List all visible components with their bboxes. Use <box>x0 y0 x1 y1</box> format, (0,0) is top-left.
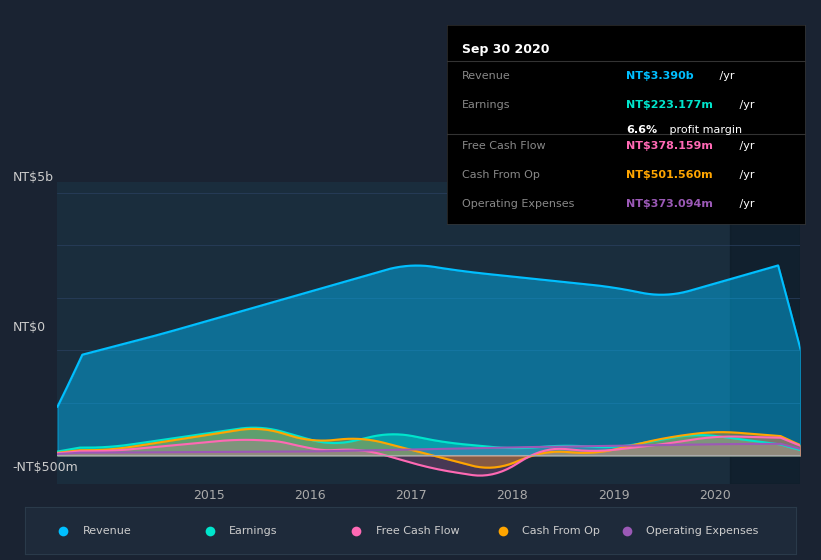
Text: Revenue: Revenue <box>83 526 131 535</box>
Text: NT$378.159m: NT$378.159m <box>626 142 713 152</box>
Text: NT$223.177m: NT$223.177m <box>626 100 713 110</box>
Text: Free Cash Flow: Free Cash Flow <box>461 142 545 152</box>
Text: NT$501.560m: NT$501.560m <box>626 170 713 180</box>
Text: Operating Expenses: Operating Expenses <box>646 526 759 535</box>
Text: /yr: /yr <box>736 142 754 152</box>
Text: Cash From Op: Cash From Op <box>522 526 600 535</box>
Text: profit margin: profit margin <box>666 125 742 134</box>
Text: /yr: /yr <box>716 71 735 81</box>
Text: -NT$500m: -NT$500m <box>12 461 78 474</box>
Bar <box>730 182 800 484</box>
Text: Earnings: Earnings <box>461 100 510 110</box>
Text: Revenue: Revenue <box>461 71 511 81</box>
Text: NT$373.094m: NT$373.094m <box>626 199 713 209</box>
Text: NT$5b: NT$5b <box>12 171 53 184</box>
Text: NT$0: NT$0 <box>12 321 45 334</box>
Text: Free Cash Flow: Free Cash Flow <box>376 526 460 535</box>
Text: Sep 30 2020: Sep 30 2020 <box>461 43 549 56</box>
Text: Cash From Op: Cash From Op <box>461 170 539 180</box>
Text: Earnings: Earnings <box>229 526 277 535</box>
Text: /yr: /yr <box>736 100 754 110</box>
Text: Operating Expenses: Operating Expenses <box>461 199 574 209</box>
Text: 6.6%: 6.6% <box>626 125 657 134</box>
Text: /yr: /yr <box>736 170 754 180</box>
Text: /yr: /yr <box>736 199 754 209</box>
Text: NT$3.390b: NT$3.390b <box>626 71 694 81</box>
